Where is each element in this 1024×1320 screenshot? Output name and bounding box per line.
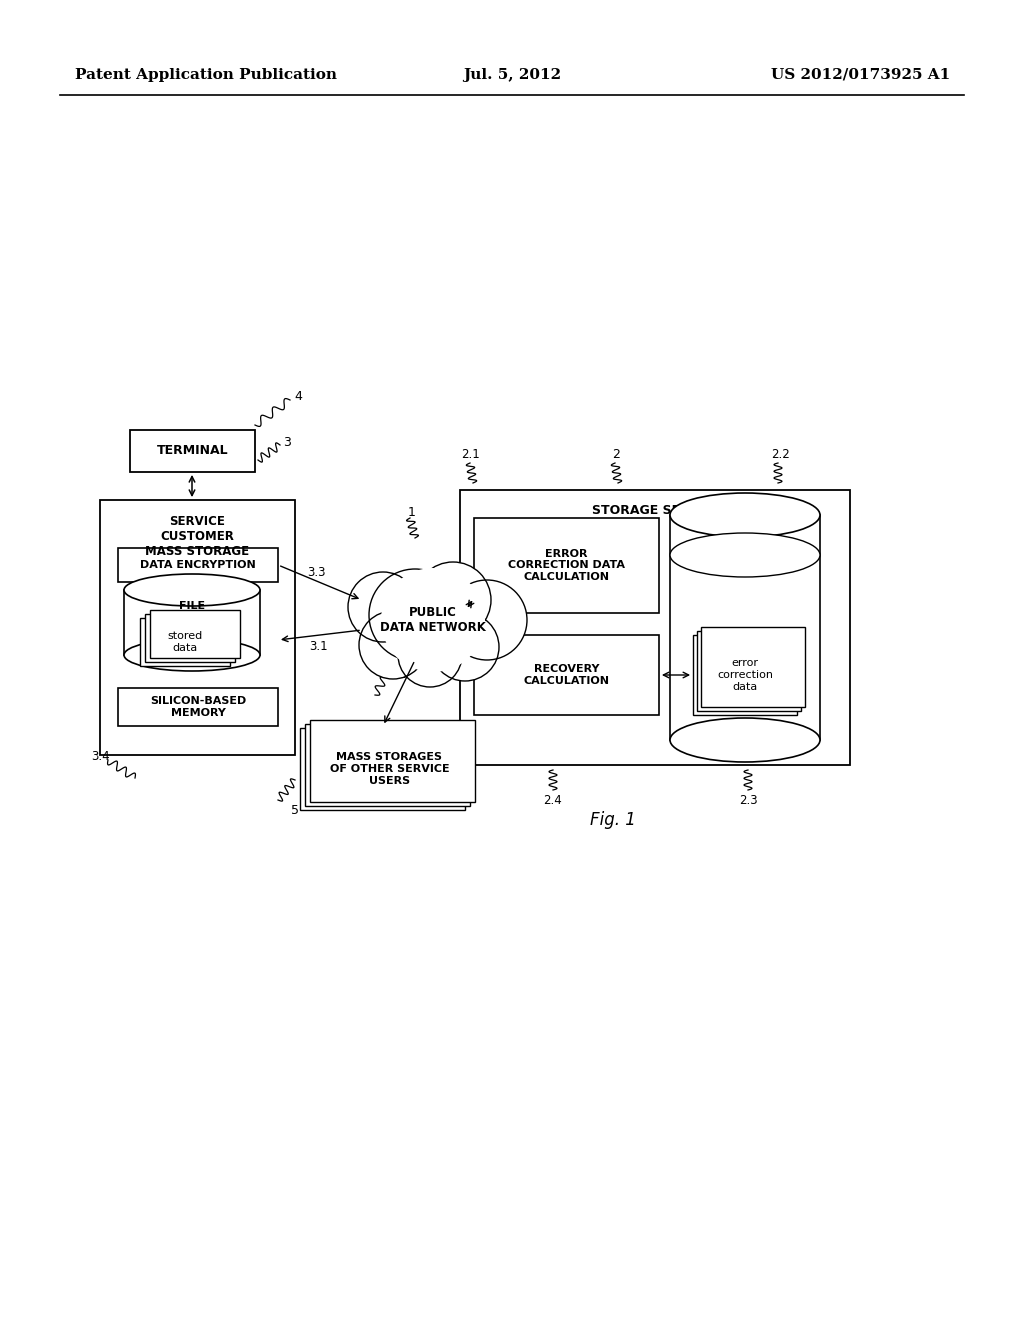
Text: 2.3: 2.3 [738, 793, 758, 807]
Text: RECOVERY
CALCULATION: RECOVERY CALCULATION [523, 664, 609, 686]
Text: stored
data: stored data [167, 631, 203, 653]
Ellipse shape [670, 718, 820, 762]
Bar [305, 723, 470, 807]
Text: ERROR
CORRECTION DATA
CALCULATION: ERROR CORRECTION DATA CALCULATION [508, 549, 625, 582]
Text: SILICON-BASED
MEMORY: SILICON-BASED MEMORY [150, 696, 246, 718]
Circle shape [431, 612, 499, 681]
Text: STORAGE SERVER: STORAGE SERVER [592, 504, 718, 517]
Text: 2.1: 2.1 [461, 449, 479, 462]
Bar [693, 635, 797, 715]
Text: FILE
SYSTEM: FILE SYSTEM [167, 601, 217, 623]
Text: 2.2: 2.2 [771, 449, 790, 462]
Text: 3.4: 3.4 [91, 751, 110, 763]
Bar [701, 627, 805, 708]
Circle shape [447, 579, 527, 660]
Bar [118, 548, 278, 582]
Ellipse shape [670, 533, 820, 577]
Text: 3.2: 3.2 [388, 668, 407, 681]
Bar [124, 590, 260, 655]
Bar [474, 635, 659, 715]
Bar [460, 490, 850, 766]
Text: 3.3: 3.3 [307, 566, 326, 579]
Text: TERMINAL: TERMINAL [157, 445, 228, 458]
Text: DATA ENCRYPTION: DATA ENCRYPTION [140, 560, 256, 570]
Text: 1: 1 [408, 506, 416, 519]
Bar [697, 631, 801, 711]
Bar [145, 614, 234, 663]
Text: 3.1: 3.1 [308, 640, 328, 653]
Text: PUBLIC
DATA NETWORK: PUBLIC DATA NETWORK [380, 606, 486, 634]
Ellipse shape [124, 639, 260, 671]
Circle shape [369, 569, 461, 661]
Bar [150, 610, 240, 657]
Bar [130, 430, 255, 473]
Bar [300, 729, 465, 810]
Text: SERVICE
CUSTOMER
MASS STORAGE: SERVICE CUSTOMER MASS STORAGE [145, 515, 250, 558]
Circle shape [381, 568, 485, 672]
Text: error
correction
data: error correction data [717, 659, 773, 692]
Text: 3: 3 [283, 436, 291, 449]
Bar [118, 688, 278, 726]
Circle shape [348, 572, 418, 642]
Bar [100, 500, 295, 755]
Text: Fig. 1: Fig. 1 [590, 810, 636, 829]
Text: Jul. 5, 2012: Jul. 5, 2012 [463, 69, 561, 82]
Circle shape [359, 611, 427, 678]
Text: Patent Application Publication: Patent Application Publication [75, 69, 337, 82]
Text: 5: 5 [291, 804, 299, 817]
Circle shape [398, 623, 462, 686]
Text: US 2012/0173925 A1: US 2012/0173925 A1 [771, 69, 950, 82]
Text: 2: 2 [612, 449, 620, 462]
Circle shape [415, 562, 490, 638]
Text: 2.4: 2.4 [544, 793, 562, 807]
Bar [474, 517, 659, 612]
Bar [140, 618, 230, 667]
Ellipse shape [124, 574, 260, 606]
Text: MASS STORAGES
OF OTHER SERVICE
USERS: MASS STORAGES OF OTHER SERVICE USERS [330, 752, 450, 785]
Bar [310, 719, 475, 803]
Text: 4: 4 [294, 391, 302, 404]
Ellipse shape [670, 492, 820, 537]
Bar [670, 515, 820, 741]
